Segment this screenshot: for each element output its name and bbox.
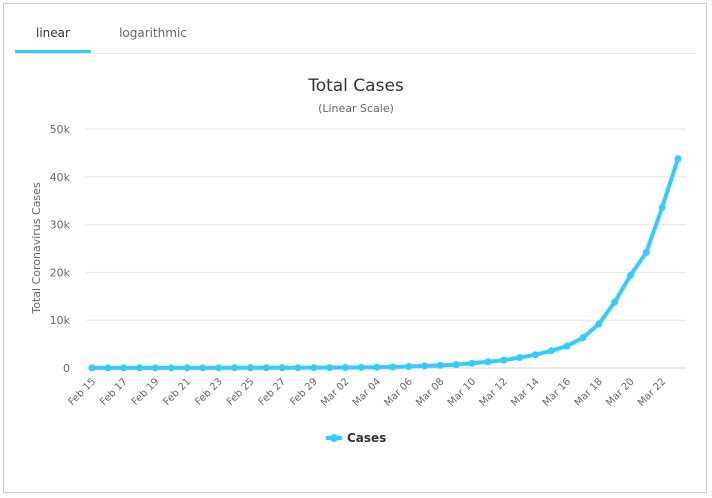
legend-item-cases[interactable]: Cases	[326, 431, 386, 445]
data-point	[310, 364, 318, 372]
data-point	[357, 363, 365, 371]
data-point	[563, 342, 571, 350]
data-point	[88, 364, 96, 372]
x-tick-label: Mar 14	[509, 376, 541, 408]
data-point	[516, 354, 524, 362]
data-point	[231, 364, 239, 372]
data-point	[262, 364, 270, 372]
x-tick-label: Mar 10	[446, 376, 478, 408]
data-point	[278, 364, 286, 372]
data-point	[421, 362, 429, 370]
data-point	[326, 364, 334, 372]
scale-tabs: linear logarithmic	[15, 18, 695, 54]
data-point	[405, 362, 413, 370]
y-tick-label: 50k	[50, 123, 71, 136]
x-tick-label: Mar 18	[573, 376, 605, 408]
x-tick-label: Mar 06	[383, 376, 415, 408]
chart-subtitle: (Linear Scale)	[318, 102, 394, 115]
data-point	[674, 155, 682, 163]
data-point	[547, 347, 555, 355]
data-point	[151, 364, 159, 372]
data-point	[595, 320, 603, 328]
data-point	[626, 271, 634, 279]
legend-marker	[330, 434, 338, 442]
y-tick-label: 40k	[50, 171, 71, 184]
data-point	[341, 364, 349, 372]
x-tick-label: Mar 02	[319, 376, 351, 408]
data-point	[531, 351, 539, 359]
data-point	[136, 364, 144, 372]
chart-title: Total Cases	[307, 76, 404, 96]
tab-linear[interactable]: linear	[15, 18, 91, 53]
tab-logarithmic[interactable]: logarithmic	[119, 26, 187, 40]
data-point	[167, 364, 175, 372]
y-axis-title: Total Coronavirus Cases	[30, 182, 43, 315]
data-point	[611, 298, 619, 306]
data-point	[294, 364, 302, 372]
data-point	[215, 364, 223, 372]
data-point	[199, 364, 207, 372]
data-point	[500, 356, 508, 364]
data-point	[484, 358, 492, 366]
data-point	[452, 361, 460, 369]
data-point	[436, 361, 444, 369]
y-tick-label: 0	[63, 362, 70, 375]
series-line-cases	[92, 158, 680, 370]
data-point	[579, 334, 587, 342]
data-point	[120, 364, 128, 372]
data-point	[468, 359, 476, 367]
x-tick-label: Mar 20	[604, 376, 636, 408]
x-tick-label: Mar 04	[351, 376, 383, 408]
data-point	[183, 364, 191, 372]
data-point	[373, 363, 381, 371]
legend-label: Cases	[347, 431, 386, 445]
x-tick-label: Mar 12	[478, 376, 510, 408]
x-tick-label: Feb 17	[98, 376, 130, 408]
x-tick-label: Feb 23	[193, 376, 225, 408]
x-tick-label: Feb 25	[225, 376, 257, 408]
x-tick-label: Feb 21	[162, 376, 194, 408]
x-tick-label: Mar 08	[414, 376, 446, 408]
data-point	[246, 364, 254, 372]
y-tick-label: 20k	[50, 266, 71, 279]
x-tick-label: Feb 19	[130, 376, 162, 408]
x-tick-label: Mar 16	[541, 376, 573, 408]
x-tick-label: Mar 22	[636, 376, 668, 408]
data-point	[658, 203, 666, 211]
x-tick-label: Feb 15	[67, 376, 99, 408]
data-point	[642, 248, 650, 256]
data-point	[104, 364, 112, 372]
chart-panel	[3, 3, 707, 493]
x-tick-label: Feb 29	[288, 376, 320, 408]
data-point	[389, 363, 397, 371]
y-tick-label: 30k	[50, 219, 71, 232]
x-tick-label: Feb 27	[257, 376, 289, 408]
y-tick-label: 10k	[50, 314, 71, 327]
